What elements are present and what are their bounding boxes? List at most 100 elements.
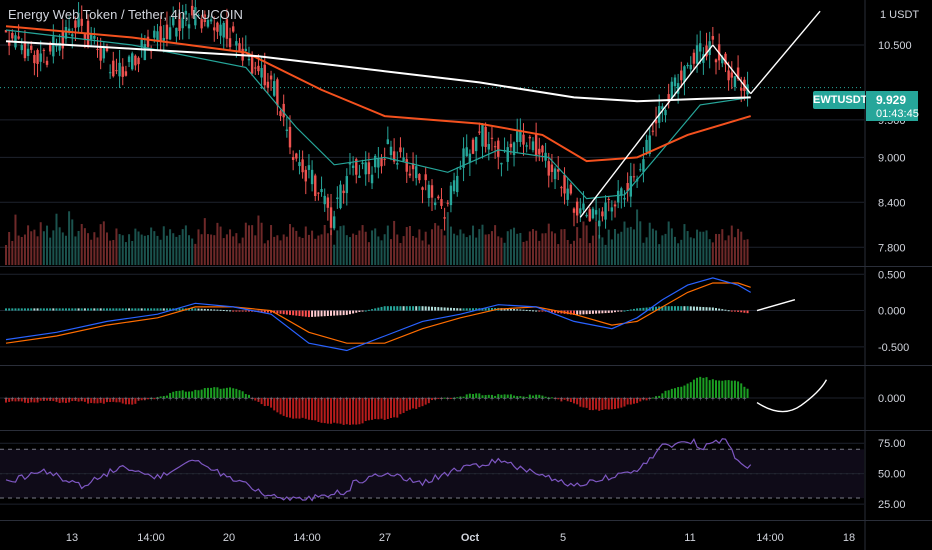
- oscillator-bar: [415, 398, 418, 409]
- macd-hist-bar: [27, 308, 30, 311]
- macd-hist-bar: [639, 308, 642, 311]
- oscillator-bar: [87, 398, 90, 404]
- volume-bar: [715, 233, 717, 265]
- candle-body: [238, 43, 241, 51]
- candle-body: [181, 17, 184, 29]
- volume-bar: [58, 227, 61, 265]
- volume-bar: [96, 237, 99, 265]
- volume-bar: [210, 234, 213, 265]
- volume-bar: [456, 235, 459, 265]
- macd-hist-bar: [516, 309, 519, 311]
- volume-bar: [61, 232, 64, 265]
- macd-hist-bar: [440, 307, 443, 311]
- candle-body: [310, 169, 314, 185]
- macd-hist-bar: [355, 310, 358, 313]
- macd-hist-bar: [109, 308, 112, 311]
- oscillator-bar: [131, 398, 134, 405]
- volume-bar: [399, 242, 402, 265]
- macd-hist-bar: [371, 309, 374, 311]
- macd-hist-bar: [481, 308, 484, 311]
- candle-body: [134, 55, 137, 66]
- oscillator-bar: [254, 398, 257, 401]
- volume-bar: [588, 243, 591, 265]
- volume-bar: [64, 235, 67, 265]
- oscillator-bar: [352, 398, 355, 425]
- candle-body: [676, 83, 680, 94]
- macd-hist-bar: [87, 308, 90, 311]
- oscillator-bar: [677, 387, 680, 398]
- volume-bar: [339, 226, 342, 265]
- oscillator-bar: [162, 395, 165, 398]
- macd-hist-bar: [219, 309, 222, 311]
- candle-body: [83, 34, 87, 40]
- oscillator-bar: [42, 398, 45, 401]
- volume-bar: [323, 224, 326, 265]
- candle-body: [446, 202, 449, 204]
- macd-hist-bar: [131, 308, 134, 311]
- volume-bar: [140, 234, 143, 265]
- oscillator-bar: [314, 398, 317, 421]
- macd-hist-bar: [285, 310, 288, 315]
- volume-bar: [49, 237, 52, 265]
- volume-bar: [345, 235, 348, 265]
- macd-hist-bar: [238, 310, 241, 312]
- oscillator-bar: [216, 387, 219, 398]
- oscillator-bar: [55, 398, 58, 402]
- macd-hist-bar: [241, 310, 244, 312]
- oscillator-bar: [475, 393, 478, 398]
- oscillator-bar: [531, 395, 534, 398]
- volume-bar: [494, 225, 497, 265]
- oscillator-bar: [733, 380, 736, 398]
- oscillator-bar: [591, 398, 594, 411]
- candle-body: [705, 45, 708, 57]
- macd-hist-bar: [399, 306, 402, 311]
- volume-bar: [626, 227, 629, 265]
- candle-body: [648, 135, 651, 155]
- oscillator-bar: [74, 398, 77, 401]
- trendline-0: [579, 44, 714, 218]
- volume-bar: [115, 228, 118, 265]
- macd-hist-bar: [686, 306, 689, 311]
- volume-bar: [374, 228, 377, 265]
- oscillator-bar: [39, 398, 42, 401]
- zero-cross-marker: +: [99, 396, 103, 403]
- zero-cross-marker: +: [313, 396, 317, 403]
- candle-body: [348, 162, 352, 165]
- zero-cross-marker: +: [402, 396, 406, 403]
- volume-bar: [143, 235, 146, 265]
- volume-bar: [235, 233, 238, 265]
- volume-bar: [670, 228, 673, 265]
- zero-cross-marker: +: [692, 396, 696, 403]
- macd-hist-bar: [462, 308, 465, 311]
- candle-body: [594, 210, 598, 215]
- volume-bar: [525, 240, 528, 265]
- volume-bar: [178, 235, 181, 265]
- oscillator-bar: [64, 398, 67, 404]
- candle-body: [332, 216, 336, 229]
- zero-cross-marker: +: [673, 396, 677, 403]
- macd-hist-bar: [58, 308, 61, 311]
- zero-cross-marker: +: [654, 396, 658, 403]
- oscillator-bar: [128, 398, 131, 405]
- oscillator-bar: [336, 398, 339, 424]
- oscillator-bar: [99, 398, 102, 403]
- macd-hist-bar: [437, 307, 440, 311]
- candle-body: [4, 29, 8, 33]
- oscillator-bar: [412, 398, 415, 409]
- oscillator-bar: [115, 398, 118, 403]
- macd-hist-bar: [730, 310, 733, 312]
- zero-cross-marker: +: [742, 396, 746, 403]
- oscillator-bar: [563, 398, 566, 400]
- volume-bar: [699, 231, 702, 265]
- zero-cross-marker: +: [629, 396, 633, 403]
- volume-bar: [266, 240, 269, 265]
- volume-bars: [5, 209, 749, 265]
- volume-bar: [137, 231, 140, 265]
- oscillator-bar: [8, 398, 11, 402]
- candle-body: [304, 169, 307, 182]
- oscillator-bar: [431, 398, 433, 401]
- oscillator-bar: [405, 398, 408, 411]
- volume-bar: [361, 225, 364, 265]
- macd-hist-bar: [389, 306, 392, 311]
